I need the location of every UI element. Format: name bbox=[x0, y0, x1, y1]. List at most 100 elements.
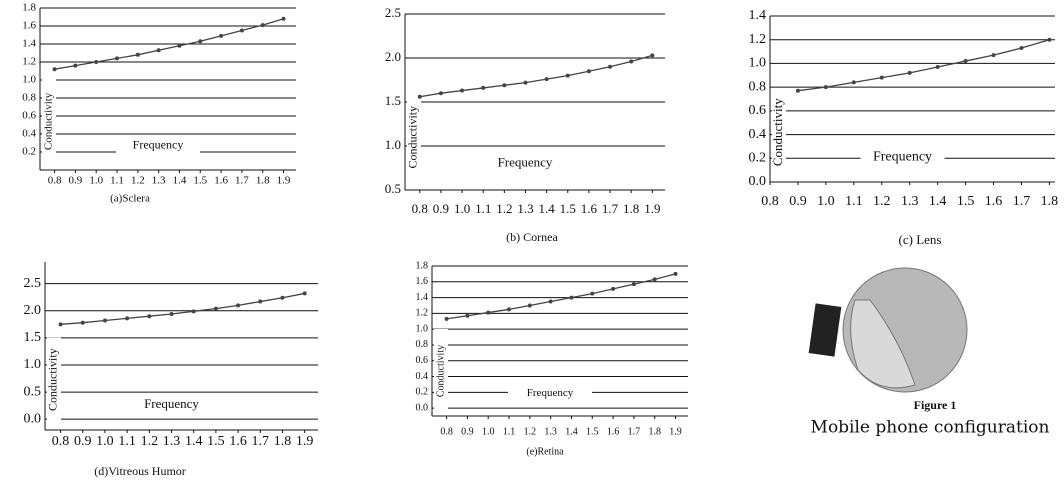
data-point bbox=[239, 28, 244, 33]
data-point bbox=[548, 299, 553, 304]
y-axis-label: Conductivity bbox=[46, 348, 60, 411]
data-point bbox=[80, 320, 85, 325]
x-tick-label: 0.9 bbox=[433, 201, 449, 216]
y-label-bg bbox=[42, 79, 56, 164]
y-tick-label: 1.0 bbox=[22, 74, 36, 86]
x-tick-label: 1.9 bbox=[669, 426, 682, 437]
y-tick-label: 0.4 bbox=[749, 127, 767, 142]
x-axis-label: Frequency bbox=[873, 149, 932, 164]
x-tick-label: 1.7 bbox=[1013, 194, 1031, 209]
x-tick-label: 0.9 bbox=[461, 426, 474, 437]
data-point bbox=[169, 312, 174, 317]
data-point bbox=[281, 16, 286, 21]
data-point bbox=[586, 69, 591, 74]
y-tick-label: 1.2 bbox=[749, 32, 767, 47]
data-point bbox=[213, 306, 218, 311]
x-tick-label: 1.7 bbox=[252, 434, 270, 449]
y-tick-label: 1.5 bbox=[385, 93, 401, 108]
face bbox=[850, 299, 916, 389]
x-tick-label: 1.0 bbox=[817, 194, 835, 209]
x-tick-label: 0.9 bbox=[74, 434, 92, 449]
y-label-bg bbox=[434, 329, 448, 413]
x-tick-label: 1.2 bbox=[873, 194, 891, 209]
y-tick-label: 1.8 bbox=[22, 2, 36, 14]
x-tick-label: 1.8 bbox=[274, 434, 292, 449]
x-tick-label: 1.9 bbox=[296, 434, 314, 449]
y-tick-label: 1.5 bbox=[24, 330, 42, 345]
y-tick-label: 1.0 bbox=[749, 56, 767, 71]
x-tick-label: 1.4 bbox=[565, 426, 578, 437]
data-point bbox=[135, 52, 140, 57]
y-axis-label: Conductivity bbox=[435, 345, 446, 397]
x-tick-label: 1.6 bbox=[985, 194, 1003, 209]
y-tick-label: 0.4 bbox=[22, 128, 36, 140]
data-point bbox=[94, 60, 99, 64]
x-axis-label: Frequency bbox=[144, 396, 199, 411]
x-tick-label: 1.5 bbox=[207, 434, 225, 449]
x-tick-label: 1.3 bbox=[517, 201, 533, 216]
chart-caption: (a)Sclera bbox=[110, 193, 150, 205]
data-point bbox=[73, 63, 78, 68]
y-tick-label: 0.6 bbox=[749, 103, 767, 118]
y-tick-label: 1.0 bbox=[416, 323, 429, 334]
y-tick-label: 1.2 bbox=[416, 308, 429, 319]
data-point bbox=[565, 73, 570, 78]
data-point bbox=[629, 59, 634, 64]
data-line bbox=[60, 292, 305, 325]
y-tick-label: 0.0 bbox=[24, 411, 42, 426]
head-illustration bbox=[808, 267, 968, 393]
y-tick-label: 1.6 bbox=[22, 20, 36, 32]
data-point bbox=[507, 307, 512, 312]
y-tick-label: 0.0 bbox=[416, 402, 429, 413]
x-tick-label: 1.5 bbox=[193, 175, 207, 187]
y-tick-label: 1.0 bbox=[24, 357, 42, 372]
x-tick-label: 1.4 bbox=[185, 434, 203, 449]
y-axis-label: Conductivity bbox=[770, 98, 785, 166]
y-tick-label: 0.4 bbox=[416, 371, 429, 382]
x-label-bg bbox=[116, 137, 200, 154]
data-point bbox=[219, 33, 224, 38]
y-tick-label: 2.5 bbox=[24, 276, 42, 291]
data-point bbox=[963, 59, 968, 64]
x-tick-label: 1.2 bbox=[496, 201, 512, 216]
x-tick-label: 1.8 bbox=[623, 201, 639, 216]
y-tick-label: 0.2 bbox=[22, 146, 36, 158]
x-tick-label: 1.6 bbox=[607, 426, 620, 437]
data-point bbox=[115, 56, 120, 61]
y-tick-label: 1.4 bbox=[749, 8, 767, 23]
x-tick-label: 1.1 bbox=[110, 175, 124, 187]
figure-caption: Mobile phone configuration bbox=[811, 418, 1050, 438]
y-axis-label: Conductivity bbox=[406, 106, 420, 169]
y-label-bg bbox=[47, 337, 61, 422]
data-point bbox=[460, 88, 465, 93]
y-tick-label: 1.6 bbox=[416, 276, 429, 287]
y-tick-label: 2.0 bbox=[24, 303, 42, 318]
data-point bbox=[991, 53, 996, 58]
chart-caption: (e)Retina bbox=[526, 446, 564, 457]
data-point bbox=[1019, 46, 1024, 51]
y-tick-label: 0.6 bbox=[416, 355, 429, 366]
x-tick-label: 0.8 bbox=[412, 201, 428, 216]
x-tick-label: 1.4 bbox=[929, 194, 947, 209]
x-tick-label: 1.6 bbox=[229, 434, 247, 449]
data-point bbox=[102, 318, 107, 323]
x-tick-label: 1.1 bbox=[503, 426, 516, 437]
x-label-bg bbox=[483, 155, 567, 172]
y-tick-label: 1.0 bbox=[385, 137, 401, 152]
data-point bbox=[280, 295, 285, 300]
data-point bbox=[481, 85, 486, 90]
y-tick-label: 0.8 bbox=[22, 92, 36, 104]
data-line bbox=[419, 54, 653, 98]
data-point bbox=[608, 64, 613, 69]
x-tick-label: 1.2 bbox=[141, 434, 159, 449]
x-tick-label: 1.8 bbox=[1041, 194, 1059, 209]
x-tick-label: 1.7 bbox=[628, 426, 641, 437]
y-label-bg bbox=[407, 95, 421, 180]
data-point bbox=[590, 291, 595, 296]
data-point bbox=[795, 88, 800, 93]
data-point bbox=[879, 75, 884, 80]
data-point bbox=[198, 39, 203, 44]
data-point bbox=[438, 91, 443, 96]
y-tick-label: 2.0 bbox=[385, 49, 401, 64]
data-point bbox=[569, 295, 574, 300]
